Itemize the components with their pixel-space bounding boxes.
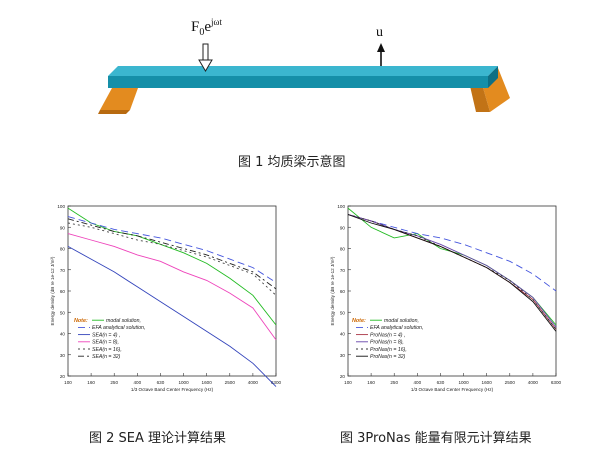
y-tick-label: 20 [60, 374, 66, 379]
x-tick-label: 6300 [271, 380, 282, 385]
series-line [67, 216, 277, 283]
y-tick-label: 70 [60, 268, 66, 273]
x-tick-label: 2500 [505, 380, 516, 385]
y-tick-label: 100 [337, 204, 345, 209]
x-tick-label: 630 [437, 380, 445, 385]
legend-entry: ProNas(n = 8), [370, 340, 404, 346]
series-line [67, 218, 277, 290]
x-tick-label: 160 [87, 380, 95, 385]
x-tick-label: 250 [390, 380, 398, 385]
y-axis-label: Energy density (dB re 1e-12 J/m³) [50, 256, 55, 325]
x-tick-label: 1000 [178, 380, 189, 385]
plot-frame [67, 205, 277, 377]
series-line [347, 214, 557, 292]
legend-entry: modal solution, [106, 318, 141, 324]
beam-front-face [108, 76, 488, 88]
x-tick-label: 100 [64, 380, 72, 385]
y-tick-label: 40 [60, 332, 66, 337]
x-tick-label: 400 [413, 380, 421, 385]
force-label: F0ejωt [191, 17, 222, 38]
x-tick-label: 1000 [458, 380, 469, 385]
x-tick-label: 4000 [528, 380, 539, 385]
y-tick-label: 80 [60, 247, 66, 252]
legend-entry: EFA analytical solution, [92, 325, 145, 331]
displacement-arrow [377, 43, 385, 66]
legend-note: Note: [352, 318, 366, 324]
series-line [67, 246, 277, 387]
y-tick-label: 60 [60, 289, 66, 294]
x-tick-label: 400 [133, 380, 141, 385]
y-tick-label: 100 [57, 204, 65, 209]
series-line [347, 214, 557, 332]
x-tick-label: 100 [344, 380, 352, 385]
force-arrow [198, 43, 213, 72]
left-support [100, 88, 138, 110]
y-tick-label: 30 [60, 353, 66, 358]
figure2-caption: 图 2 SEA 理论计算结果 [89, 431, 227, 446]
series-line [67, 222, 277, 296]
y-tick-label: 60 [340, 289, 346, 294]
y-tick-label: 90 [340, 225, 346, 230]
legend-entry: modal solution, [384, 318, 419, 324]
sea-chart: 20 30 40 50 60 70 80 90 100 100 160 250 400 630 1000 16… [50, 204, 282, 392]
y-axis-label: Energy density (dB re 1e-12 J/m³) [330, 256, 335, 325]
y-tick-label: 30 [340, 353, 346, 358]
x-tick-label: 1600 [482, 380, 493, 385]
legend-entry: SEA(n = 8), [92, 340, 119, 346]
x-tick-label: 160 [367, 380, 375, 385]
x-axis-label: 1/3 Octave Band Center Frequency (Hz) [131, 387, 214, 392]
series-line [67, 207, 277, 326]
y-tick-label: 20 [340, 374, 346, 379]
beam-top-face [108, 66, 498, 76]
displacement-label: u [376, 25, 383, 40]
x-tick-label: 630 [157, 380, 165, 385]
legend-entry: SEA(n = 32) [92, 354, 121, 360]
figure1-caption: 图 1 均质梁示意图 [238, 155, 346, 170]
y-tick-label: 90 [60, 225, 66, 230]
x-tick-label: 1600 [202, 380, 213, 385]
pronas-chart: 20 30 40 50 60 70 80 90 100 100 160 250 400 630 1000 16… [330, 204, 562, 392]
x-axis-label: 1/3 Octave Band Center Frequency (Hz) [411, 387, 494, 392]
figure3-caption: 图 3ProNas 能量有限元计算结果 [340, 431, 532, 446]
legend-entry: ProNas(n = 4) , [370, 332, 405, 338]
x-tick-label: 6300 [551, 380, 562, 385]
y-tick-label: 70 [340, 268, 346, 273]
legend-note: Note: [74, 318, 88, 324]
x-tick-label: 250 [110, 380, 118, 385]
legend-entry: ProNas(n = 32) [370, 354, 406, 360]
legend-entry: SEA(n = 16), [92, 347, 122, 353]
x-tick-label: 4000 [248, 380, 259, 385]
y-tick-label: 50 [60, 310, 66, 315]
legend-entry: SEA(n = 4) , [92, 332, 120, 338]
legend-entry: EFA analytical solution, [370, 325, 423, 331]
x-tick-label: 2500 [225, 380, 236, 385]
y-tick-label: 80 [340, 247, 346, 252]
y-tick-label: 40 [340, 332, 346, 337]
beam-diagram [98, 43, 510, 114]
series-line [67, 233, 277, 341]
legend-entry: ProNas(n = 16), [370, 347, 407, 353]
y-tick-label: 50 [340, 310, 346, 315]
